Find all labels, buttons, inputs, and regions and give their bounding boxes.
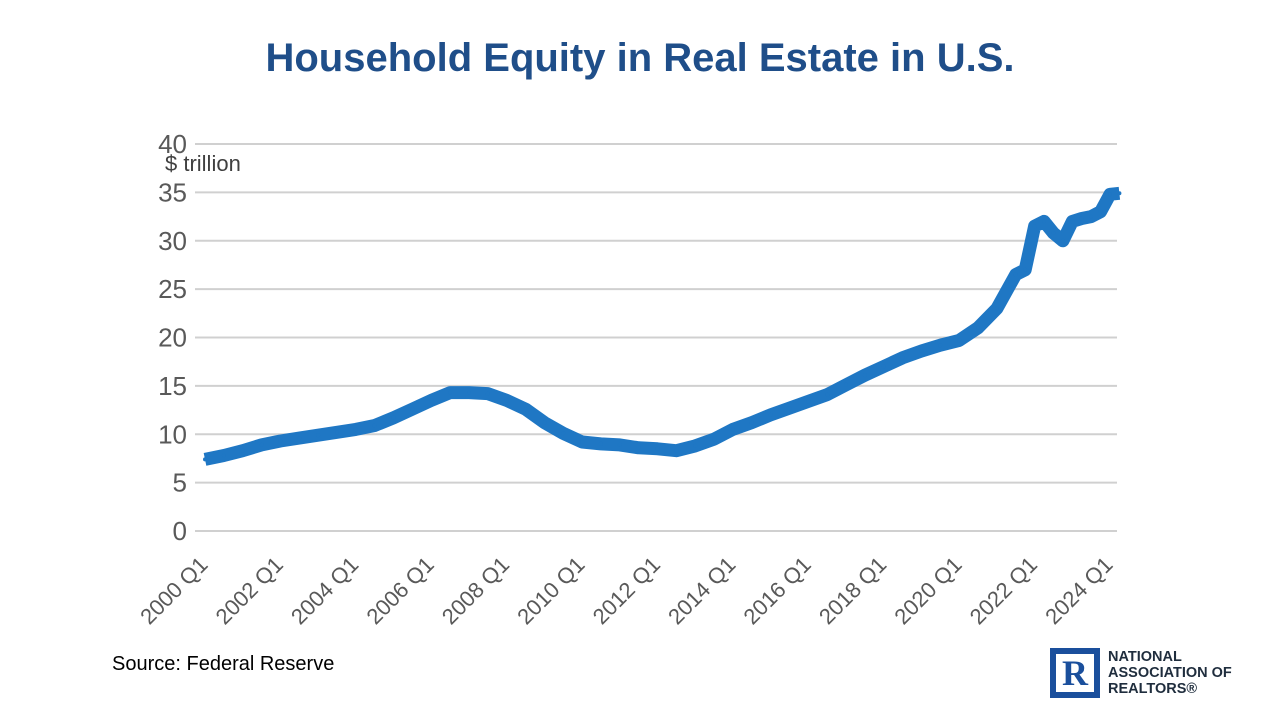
data-point	[240, 448, 245, 453]
data-point	[1023, 267, 1028, 272]
series-layer	[203, 186, 1122, 466]
source-note: Source: Federal Reserve	[112, 653, 335, 675]
data-point	[353, 427, 358, 432]
data-point	[655, 446, 660, 451]
data-point	[749, 420, 754, 425]
data-point	[900, 355, 905, 360]
x-tick-label: 2000 Q1	[135, 552, 212, 629]
data-point	[504, 398, 509, 403]
x-tick-label: 2018 Q1	[814, 552, 891, 629]
data-point	[1117, 191, 1122, 196]
y-tick-label: 0	[173, 516, 187, 546]
series-line	[203, 186, 1121, 466]
data-point	[1051, 231, 1056, 235]
data-point	[787, 406, 792, 411]
nar-logo: R NATIONAL ASSOCIATION OF REALTORS®	[1050, 648, 1270, 702]
data-point	[1089, 214, 1094, 219]
data-point	[448, 390, 453, 395]
x-tick-label: 2016 Q1	[739, 552, 816, 629]
data-point	[674, 448, 679, 453]
logo-line-1: NATIONAL	[1108, 649, 1182, 665]
x-tick-label: 2020 Q1	[889, 552, 966, 629]
data-point	[1013, 272, 1018, 277]
x-tick-label: 2008 Q1	[437, 552, 514, 629]
data-point	[712, 437, 717, 442]
logo-line-3: REALTORS®	[1108, 681, 1198, 697]
data-point	[862, 373, 867, 378]
realtor-r-icon: R	[1050, 648, 1100, 698]
x-tick-label: 2006 Q1	[361, 552, 438, 629]
data-point	[203, 457, 207, 462]
data-point	[335, 430, 339, 435]
data-point	[976, 325, 980, 330]
y-tick-label: 10	[158, 419, 187, 449]
y-axis-tick-labels: 0 5 10 15 20 25 30 35 40	[158, 129, 187, 546]
data-point	[730, 427, 735, 432]
data-point	[278, 439, 283, 443]
data-point	[1098, 209, 1103, 214]
y-tick-label: 15	[158, 371, 187, 401]
data-point	[617, 442, 622, 447]
data-point	[485, 391, 490, 396]
data-point	[297, 436, 302, 441]
data-point	[410, 407, 415, 412]
y-tick-label: 5	[173, 468, 187, 498]
data-point	[1042, 219, 1046, 224]
data-point	[693, 443, 698, 448]
data-point	[221, 453, 226, 458]
data-point	[957, 338, 962, 343]
data-point	[881, 364, 886, 369]
data-point	[467, 390, 471, 395]
data-point	[598, 441, 603, 446]
data-point	[768, 412, 773, 417]
data-point	[1060, 238, 1065, 243]
data-point	[1070, 219, 1075, 224]
data-point	[1108, 192, 1112, 197]
x-tick-label: 2022 Q1	[965, 552, 1042, 629]
data-point	[844, 382, 848, 387]
data-point	[429, 398, 434, 403]
logo-wordmark: NATIONAL ASSOCIATION OF REALTORS®	[1108, 649, 1232, 697]
data-point	[542, 420, 547, 425]
data-point	[825, 392, 830, 397]
data-point	[1079, 216, 1084, 221]
y-tick-label: 20	[158, 323, 187, 353]
data-point	[806, 399, 811, 404]
data-point	[372, 423, 377, 428]
data-point	[994, 306, 999, 311]
y-tick-label: 25	[158, 274, 187, 304]
page-title: Household Equity in Real Estate in U.S.	[265, 36, 1015, 80]
data-point	[561, 431, 566, 436]
x-tick-label: 2004 Q1	[286, 552, 363, 629]
y-axis-unit-label: $ trillion	[165, 151, 241, 176]
chart-gridlines	[195, 143, 1117, 532]
x-tick-label: 2012 Q1	[588, 552, 665, 629]
data-point	[259, 442, 264, 447]
y-tick-label: 35	[158, 177, 187, 207]
data-point	[580, 440, 585, 444]
y-tick-label: 30	[158, 226, 187, 256]
data-point	[316, 433, 321, 438]
x-tick-label: 2010 Q1	[512, 552, 589, 629]
x-tick-label: 2014 Q1	[663, 552, 740, 629]
data-point	[391, 415, 396, 420]
data-point	[523, 407, 528, 412]
data-point	[919, 349, 924, 353]
data-point	[636, 445, 641, 450]
logo-line-2: ASSOCIATION OF	[1108, 665, 1232, 681]
data-point	[1032, 224, 1037, 229]
data-point	[938, 343, 943, 348]
x-tick-label: 2002 Q1	[211, 552, 288, 629]
y-tick-label: 40	[158, 129, 187, 159]
x-tick-label: 2024 Q1	[1040, 552, 1117, 629]
